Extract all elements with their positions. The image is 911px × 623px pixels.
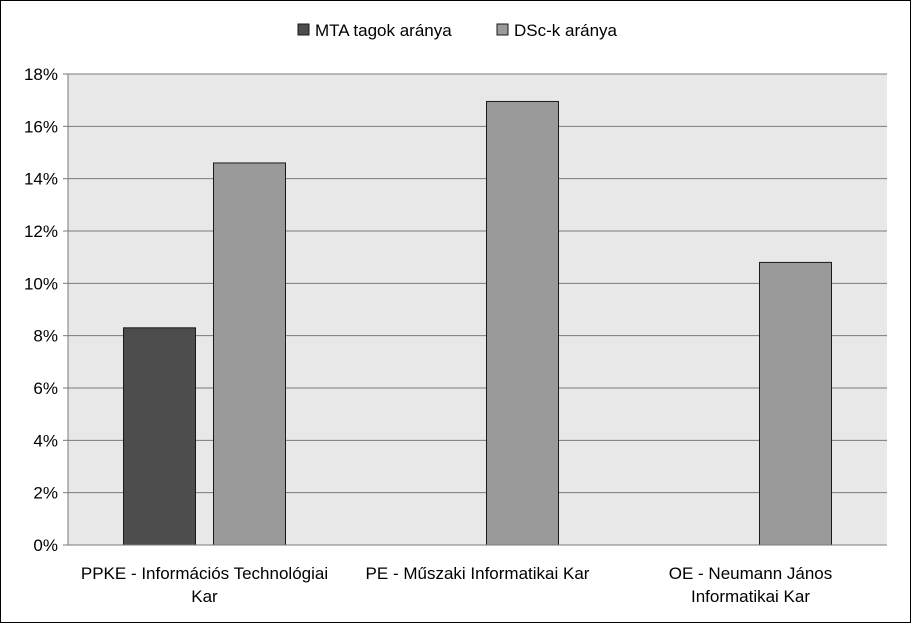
bar-dsc (486, 100, 559, 546)
x-axis-labels: PPKE - Információs Technológiai Kar PE - M… (81, 564, 832, 606)
gridlines (68, 73, 887, 494)
y-tick-label: 12% (24, 222, 58, 241)
legend-label: DSc-k aránya (514, 21, 618, 40)
bar-dsc (213, 162, 286, 546)
bars (123, 100, 832, 546)
y-tick-label: 10% (24, 274, 58, 293)
y-tick-label: 8% (33, 327, 58, 346)
bar-mta (123, 327, 196, 546)
y-tick-label: 18% (24, 65, 58, 84)
axes (67, 74, 887, 546)
y-tick-label: 2% (33, 484, 58, 503)
category-label: Informatikai Kar (691, 587, 810, 606)
y-tick-label: 4% (33, 431, 58, 450)
category-label: Kar (191, 587, 218, 606)
category-label: PE - Műszaki Informatikai Kar (366, 564, 590, 583)
category-label: PPKE - Információs Technológiai (81, 564, 328, 583)
category-label: OE - Neumann János (669, 564, 832, 583)
legend-swatch (496, 23, 509, 36)
y-tick-label: 16% (24, 117, 58, 136)
y-tick-label: 0% (33, 536, 58, 555)
bar-dsc (759, 261, 832, 546)
y-axis-ticks: 0% 2% 4% 6% 8% 10% 12% 14% 16% 18% (24, 65, 68, 555)
y-tick-label: 14% (24, 170, 58, 189)
legend: MTA tagok aránya DSc-k aránya (297, 21, 618, 40)
legend-label: MTA tagok aránya (315, 21, 452, 40)
y-tick-label: 6% (33, 379, 58, 398)
plot-area (68, 74, 887, 545)
legend-swatch (297, 23, 310, 36)
